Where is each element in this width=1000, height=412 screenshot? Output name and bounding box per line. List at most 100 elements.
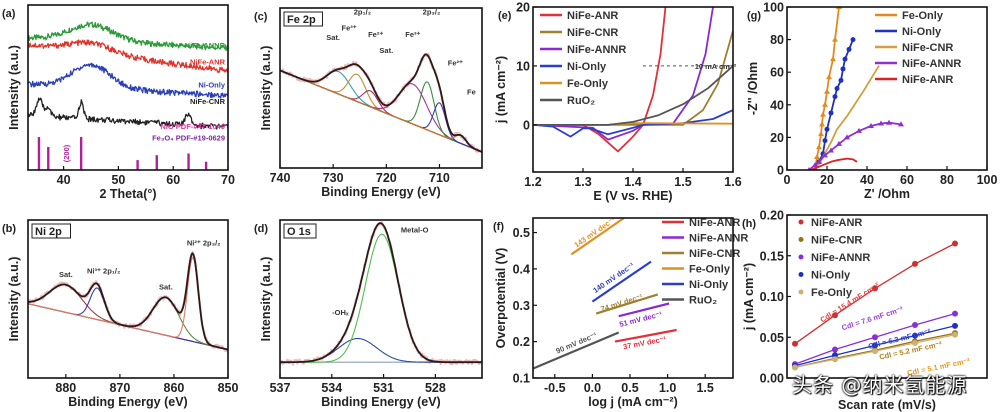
legend-entry: NiFe-ANNR xyxy=(902,58,961,70)
y-axis-label: Intensity (a.u.) xyxy=(7,257,21,342)
data-point xyxy=(912,339,918,346)
data-point xyxy=(952,322,958,329)
panel-label: (d) xyxy=(254,223,268,235)
x-tick-label: 1.5 xyxy=(696,381,713,395)
legend-entry: Fe-Only xyxy=(567,78,609,90)
x-tick-label: 60 xyxy=(166,173,180,187)
x-axis-label: Scan rate (mV/s) xyxy=(838,398,936,412)
y-axis-label: Intensity (a.u.) xyxy=(259,257,273,342)
x-axis-label: E (V vs. RHE) xyxy=(593,189,672,203)
axes-frame xyxy=(279,7,483,169)
data-point xyxy=(878,120,884,126)
series-label: NiFe-ANNR xyxy=(185,41,226,50)
x-tick-label: 534 xyxy=(321,381,342,395)
series-label: NiFe-ANR xyxy=(190,57,226,66)
data-point xyxy=(822,152,828,158)
data-point xyxy=(840,66,846,72)
x-tick-label: 0.0 xyxy=(584,381,601,395)
x-tick-label: 880 xyxy=(55,381,76,395)
x-tick-label: 50 xyxy=(111,173,125,187)
panel-label: (h) xyxy=(742,218,756,230)
y-tick-label: 80 xyxy=(770,33,784,47)
fit-component-1 xyxy=(280,233,482,363)
series-label: Ni-Only xyxy=(198,81,225,90)
legend-entry: Fe-Only xyxy=(689,264,731,276)
y-tick-label: 60 xyxy=(770,66,784,80)
legend-entry: NiFe-ANNR xyxy=(567,44,626,56)
x-tick-label: 710 xyxy=(429,171,450,185)
y-axis-label: -Z'' /Ohm xyxy=(746,62,760,115)
x-tick-label: 860 xyxy=(164,381,185,395)
xrd-series-line xyxy=(28,62,228,99)
peak-annotation: Ni²⁺ 2p₃/₂ xyxy=(187,238,221,247)
legend-marker xyxy=(798,289,804,295)
panel-e: NiFe-ANR NiFe-CNR NiFe-ANNR Ni-Only Fe-Only R… xyxy=(494,1,742,204)
y-axis-label: j (mA cm⁻²) xyxy=(742,263,756,331)
x-tick-label: -0.5 xyxy=(544,381,566,395)
x-tick-label: 528 xyxy=(425,381,446,395)
y-tick-label: 0.5 xyxy=(513,226,530,240)
y-axis-label: Overpotential (V) xyxy=(494,248,508,349)
peak-annotation: 2p₁/₂ xyxy=(354,7,371,16)
tag-box xyxy=(31,223,71,239)
panel-label: (a) xyxy=(2,8,16,20)
legend-entry: NiFe-ANNR xyxy=(811,252,870,264)
data-point xyxy=(952,310,958,317)
data-point xyxy=(832,346,838,353)
data-point xyxy=(828,110,834,116)
data-point xyxy=(850,37,856,43)
series-line xyxy=(533,30,733,126)
legend-marker xyxy=(798,237,804,242)
y-tick-label: 20 xyxy=(516,1,530,15)
x-tick-label: 870 xyxy=(109,381,130,395)
xrd-series-line xyxy=(28,97,228,130)
series-line xyxy=(533,109,733,138)
x-tick-label: 537 xyxy=(270,381,291,395)
data-point xyxy=(872,342,878,349)
x-tick-label: 1.5 xyxy=(674,175,691,189)
x-tick-label: 60 xyxy=(900,173,914,187)
panel-a: NiFe-ANNR NiFe-ANR Ni-Only NiFe-CNR NiO PDF-… xyxy=(2,4,235,201)
slope-label: 51 mV dec⁻¹ xyxy=(618,309,663,329)
data-point xyxy=(818,131,824,137)
data-point xyxy=(832,94,838,100)
x-axis-label: 2 Theta(°) xyxy=(99,187,156,201)
x-tick-label: 720 xyxy=(376,171,397,185)
data-point xyxy=(912,260,918,267)
panel-b: Ni 2p Sat. Ni³⁺ 2p₁/₂ Sat. Ni²⁺ 2p₃/₂ 880 870 8… xyxy=(2,219,239,409)
legend-marker xyxy=(798,219,804,225)
x-tick-label: 850 xyxy=(218,381,239,395)
data-point xyxy=(952,331,958,338)
raw-data-line xyxy=(28,250,228,353)
y-axis-label: j (mA cm⁻²) xyxy=(494,56,508,124)
fit-component-2 xyxy=(28,296,228,351)
x-tick-label: 20 xyxy=(820,173,834,187)
data-point xyxy=(872,334,878,341)
peak-annotation: 2p₃/₂ xyxy=(423,7,441,16)
panel-c: Fe 2pSat.Fe³⁺2p₁/₂Fe²⁺Sat.Fe³⁺2p₃/₂Fe²⁺F… xyxy=(254,7,483,199)
axes-frame xyxy=(786,6,988,171)
axes-frame xyxy=(279,219,483,379)
series-line xyxy=(533,65,733,126)
data-point xyxy=(819,121,825,127)
plot-area xyxy=(28,21,228,170)
series-line xyxy=(614,328,677,343)
series-line xyxy=(533,7,714,141)
legend-marker xyxy=(798,254,804,260)
data-point xyxy=(846,46,852,52)
axes-frame xyxy=(27,4,229,171)
x-axis-label: Binding Energy (eV) xyxy=(321,185,440,199)
y-tick-label: 10 xyxy=(516,59,530,73)
data-point xyxy=(812,162,818,168)
data-point xyxy=(838,77,844,83)
legend-entry: Ni-Only xyxy=(902,26,942,38)
x-tick-label: 740 xyxy=(270,171,291,185)
x-tick-label: 1.6 xyxy=(724,175,741,189)
data-point xyxy=(898,121,904,127)
plot-area xyxy=(792,240,958,371)
data-point xyxy=(816,158,822,164)
y-tick-label: 100 xyxy=(763,1,784,15)
data-point xyxy=(872,348,878,355)
legend-entry: NiFe-CNR xyxy=(689,248,740,260)
